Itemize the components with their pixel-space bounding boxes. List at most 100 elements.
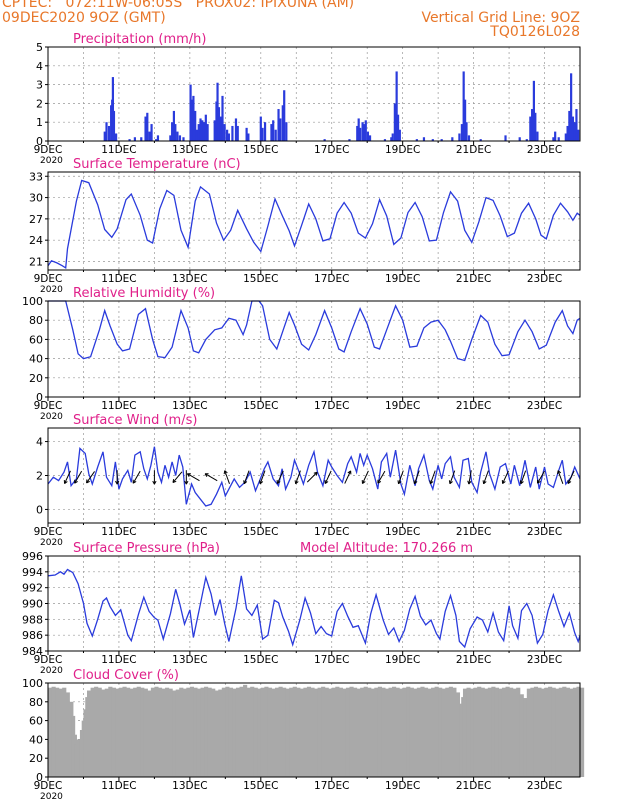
x-tick-label: 9DEC (34, 654, 63, 666)
precipitation-bar (577, 129, 580, 141)
wind-arrow-shaft (204, 473, 218, 482)
precipitation-bar (231, 125, 234, 141)
precipitation-bar (217, 107, 221, 141)
cloud-cover-bar (505, 686, 510, 777)
cloud-cover-bar (516, 687, 521, 777)
cloud-cover-bar (225, 686, 230, 777)
wind-arrow (152, 470, 157, 485)
panel-2 (45, 171, 581, 274)
precipitation-bar (390, 137, 393, 141)
precipitation-bar (146, 112, 149, 141)
precipitation-bar (128, 139, 131, 141)
wind-arrow-head (223, 470, 228, 475)
precipitation-bar (357, 118, 360, 141)
x-tick-label: 21DEC (456, 273, 491, 285)
precipitation-bar (568, 110, 571, 141)
precipitation-bar (363, 124, 366, 141)
cloud-cover-bar (427, 688, 432, 777)
x-tick-label: 11DEC (101, 273, 136, 285)
series-line (47, 179, 581, 270)
cloud-cover-bar (409, 687, 414, 777)
precipitation-bar (566, 125, 569, 141)
cloud-cover-bar (65, 692, 70, 777)
y-tick-label: 0 (36, 503, 43, 516)
precipitation-bar (283, 90, 286, 141)
cloud-cover-bar (306, 686, 312, 777)
wind-arrow-shaft (86, 471, 95, 484)
precipitation-bar (504, 135, 507, 141)
cloud-cover-bar (480, 687, 485, 777)
cloud-cover-bar (526, 688, 531, 777)
cloud-cover-bar (544, 687, 549, 777)
x-tick-label: 21DEC (456, 400, 491, 412)
cloud-cover-bar (282, 687, 287, 777)
cloud-cover-bar (381, 687, 386, 777)
x-tick-label: 11DEC (101, 526, 136, 538)
cloud-cover-bar (115, 688, 120, 777)
cloud-cover-bar (523, 698, 528, 777)
precipitation-bar (197, 124, 200, 141)
x-tick-label: 15DEC (243, 780, 278, 792)
wind-arrow-head (557, 470, 562, 475)
cloud-cover-bar (363, 686, 368, 777)
wind-arrow (204, 473, 218, 482)
cloud-cover-bar (246, 687, 251, 777)
cloud-cover-bar (512, 688, 517, 777)
wind-arrow-head (204, 473, 209, 477)
wind-arrow-head (294, 480, 299, 485)
cloud-cover-bar (353, 687, 358, 777)
cloud-cover-bar (452, 687, 457, 777)
x-year-label: 2020 (40, 412, 63, 422)
cloud-cover-bar (431, 687, 436, 777)
y-tick-label: 60 (29, 715, 43, 728)
cloud-cover-bar (87, 690, 92, 777)
wind-arrow-shaft (537, 470, 545, 484)
cloud-cover-bar (438, 687, 443, 777)
x-tick-label: 19DEC (385, 780, 420, 792)
x-tick-label: 13DEC (172, 400, 207, 412)
x-tick-label: 17DEC (314, 654, 349, 666)
precipitation-bar (564, 133, 567, 141)
cloud-cover-bar (537, 687, 542, 777)
y-tick-label: 990 (22, 598, 43, 611)
cloud-cover-bar (356, 688, 361, 777)
precipitation-bar (395, 71, 398, 141)
precipitation-bar (204, 114, 207, 141)
cloud-cover-bar (264, 686, 269, 777)
wind-arrow-shaft (362, 470, 369, 484)
cloud-cover-bar (345, 687, 351, 777)
panel-3 (45, 300, 581, 401)
precipitation-bar (554, 131, 557, 141)
y-tick-label: 3 (36, 79, 43, 92)
cloud-cover-bar (335, 686, 340, 777)
wind-arrow-head (172, 479, 177, 484)
x-tick-label: 9DEC (34, 526, 63, 538)
cloud-cover-bar (303, 687, 308, 777)
cloud-cover-bar (402, 687, 407, 777)
cloud-cover-bar (51, 686, 56, 777)
precipitation-bar (277, 109, 280, 141)
precipitation-bar (111, 77, 115, 141)
precipitation-bar (479, 139, 482, 141)
cloud-cover-bar (399, 688, 404, 777)
wind-arrow-head (86, 479, 90, 484)
cloud-cover-bar (122, 686, 127, 777)
wind-arrow (429, 470, 436, 485)
cloud-cover-bar (267, 687, 273, 777)
x-tick-label: 21DEC (456, 526, 491, 538)
wind-arrow (557, 470, 564, 484)
y-tick-label: 992 (22, 582, 43, 595)
precipitation-bar (398, 129, 401, 141)
cloud-cover-bar (462, 688, 468, 777)
cloud-cover-bar (126, 687, 131, 777)
precipitation-bar (361, 122, 364, 141)
y-tick-label: 1 (36, 116, 43, 129)
x-tick-label: 9DEC (34, 273, 63, 285)
x-tick-label: 19DEC (385, 144, 420, 156)
precipitation-bar (575, 109, 578, 141)
cloud-cover-bar (533, 686, 539, 777)
x-tick-label: 19DEC (385, 654, 420, 666)
x-year-label: 2020 (40, 666, 63, 676)
y-tick-label: 33 (29, 170, 43, 183)
cloud-cover-bar (328, 688, 333, 777)
